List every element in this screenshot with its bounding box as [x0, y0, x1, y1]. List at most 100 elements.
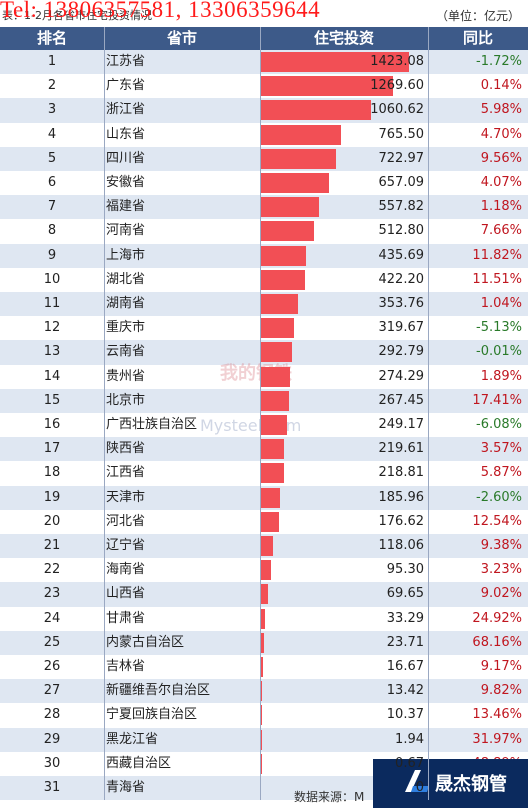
province-cell: 四川省: [106, 150, 146, 166]
investment-bar: [261, 415, 287, 435]
rank-cell: 10: [43, 271, 61, 287]
yoy-value: 3.23%: [480, 562, 522, 578]
yoy-value: 9.38%: [480, 538, 522, 553]
rank-cell: 4: [47, 126, 57, 142]
yoy-value: -5.13%: [476, 320, 522, 336]
province-cell: 湖南省: [106, 296, 146, 311]
rank-cell: 25: [43, 634, 61, 650]
table-row: 25 内蒙古自治区 23.71 68.16%: [0, 630, 528, 655]
province-cell: 广西壮族自治区: [106, 417, 198, 432]
investment-value: 16.67: [386, 659, 424, 674]
table-row: 17 陕西省 219.61 3.57%: [0, 437, 528, 462]
province-cell: 浙江省: [106, 102, 146, 118]
table-row: 18 江西省 218.81 5.87%: [0, 461, 528, 486]
yoy-value: 7.66%: [480, 223, 522, 239]
table-row: 29 黑龙江省 1.94 31.97%: [0, 727, 528, 752]
rank-cell: 18: [43, 465, 61, 481]
province-cell: 河北省: [106, 513, 146, 529]
column-divider: [428, 27, 429, 801]
table-row: 14 贵州省 274.29 1.89%: [0, 364, 528, 389]
yoy-value: 9.56%: [480, 150, 522, 166]
investment-value: 249.17: [378, 417, 425, 432]
rank-cell: 15: [43, 392, 61, 408]
yoy-value: 24.92%: [472, 610, 522, 626]
province-cell: 重庆市: [106, 320, 146, 336]
investment-value: 557.82: [378, 199, 425, 215]
investment-bar: [261, 342, 292, 363]
investment-value: 13.42: [386, 683, 424, 699]
rank-cell: 24: [43, 610, 61, 626]
investment-bar: [261, 221, 315, 242]
table-row: 16 广西壮族自治区 249.17 -6.08%: [0, 413, 528, 438]
investment-value: 218.81: [378, 465, 425, 481]
investment-bar: [261, 148, 337, 169]
investment-value: 23.71: [386, 634, 424, 650]
rank-cell: 16: [43, 417, 61, 432]
table-row: 23 山西省 69.65 9.02%: [0, 582, 528, 607]
rank-cell: 13: [43, 344, 61, 360]
yoy-value: -0.01%: [476, 344, 522, 360]
table-row: 20 河北省 176.62 12.54%: [0, 509, 528, 534]
table-row: 2 广东省 1269.60 0.14%: [0, 74, 528, 99]
investment-bar: [261, 76, 393, 97]
rank-cell: 5: [47, 150, 57, 166]
investment-value: 274.29: [378, 368, 425, 384]
investment-value: 1060.62: [370, 102, 424, 118]
investment-value: 435.69: [378, 247, 425, 263]
investment-bar: [261, 100, 372, 121]
investment-value: 1.94: [395, 731, 424, 747]
yoy-value: 5.87%: [480, 465, 522, 481]
province-cell: 江西省: [106, 465, 146, 481]
rank-cell: 11: [43, 296, 61, 311]
province-cell: 黑龙江省: [106, 731, 159, 747]
yoy-value: -1.72%: [476, 54, 522, 69]
rank-cell: 7: [47, 199, 57, 215]
title-line: 表：1-2月各省市住宅投资情况 Tel: 13806357581, 133063…: [0, 0, 528, 28]
investment-value: 95.30: [386, 562, 424, 578]
rank-cell: 28: [43, 707, 61, 723]
yoy-value: 11.51%: [472, 271, 522, 287]
header-yoy: 同比: [462, 29, 493, 47]
yoy-value: 1.04%: [480, 296, 522, 311]
investment-value: 0.67: [395, 755, 424, 771]
investment-value: 69.65: [386, 586, 424, 602]
column-divider: [260, 27, 261, 801]
investment-bar: [261, 197, 319, 218]
yoy-value: 1.18%: [480, 199, 522, 215]
investment-value: 219.61: [378, 441, 425, 457]
company-logo: 晟杰钢管: [373, 759, 528, 808]
investment-value: 33.29: [386, 610, 424, 626]
table-row: 13 云南省 292.79 -0.01%: [0, 340, 528, 365]
table-row: 21 辽宁省 118.06 9.38%: [0, 534, 528, 559]
yoy-value: 12.54%: [472, 513, 522, 529]
table-row: 15 北京市 267.45 17.41%: [0, 388, 528, 413]
investment-bar: [261, 681, 263, 702]
logo-text: 晟杰钢管: [435, 774, 507, 795]
table-row: 22 海南省 95.30 3.23%: [0, 558, 528, 583]
yoy-value: 9.02%: [480, 586, 522, 602]
investment-bar: [261, 390, 289, 411]
phone-overlay: Tel: 13806357581, 13306359644: [0, 0, 321, 22]
header-province: 省市: [166, 29, 197, 47]
province-cell: 湖北省: [106, 271, 146, 287]
province-cell: 河南省: [106, 223, 146, 239]
investment-value: 176.62: [378, 513, 425, 529]
rank-cell: 14: [43, 368, 61, 384]
investment-value: 0: [415, 780, 424, 795]
province-cell: 陕西省: [106, 441, 146, 457]
rank-cell: 2: [47, 78, 57, 94]
province-cell: 内蒙古自治区: [106, 634, 185, 650]
investment-bar: [261, 705, 263, 726]
unit-label: （单位：亿元）: [435, 9, 520, 23]
province-cell: 云南省: [106, 344, 146, 360]
province-cell: 江苏省: [106, 54, 146, 69]
yoy-value: 68.16%: [472, 634, 522, 650]
investment-value: 765.50: [378, 126, 425, 142]
investment-value: 1269.60: [370, 78, 424, 94]
rank-cell: 17: [43, 441, 61, 457]
table-row: 4 山东省 765.50 4.70%: [0, 122, 528, 147]
investment-bar: [261, 560, 271, 581]
investment-bar: [261, 173, 330, 193]
rank-cell: 12: [43, 320, 61, 336]
province-cell: 福建省: [106, 199, 146, 215]
